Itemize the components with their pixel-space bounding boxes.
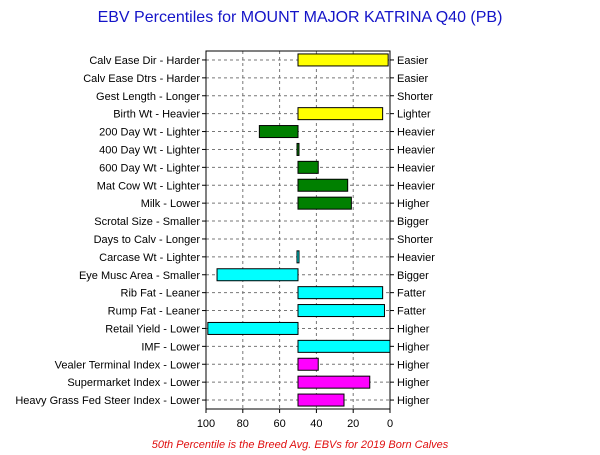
x-tick-label: 100: [197, 418, 215, 430]
trait-direction-label: Heavier: [397, 144, 435, 156]
trait-direction-label: Fatter: [397, 288, 426, 300]
trait-bar: [297, 375, 371, 389]
trait-label: 200 Day Wt - Lighter: [99, 127, 200, 139]
right-direction-labels: Easier Easier Shorter Lighter Heavier Heavier…: [390, 55, 435, 407]
trait-direction-label: Lighter: [397, 109, 431, 121]
trait-direction-label: Higher: [397, 198, 430, 210]
trait-label: IMF - Lower: [141, 341, 200, 353]
trait-direction-label: Heavier: [397, 162, 435, 174]
x-tick-label: 60: [273, 418, 285, 430]
trait-bar: [297, 107, 384, 121]
x-tick-label: 80: [237, 418, 249, 430]
x-tick-label: 40: [310, 418, 322, 430]
trait-label: Rib Fat - Leaner: [121, 288, 201, 300]
trait-direction-label: Bigger: [397, 216, 429, 228]
trait-label: Birth Wt - Heavier: [113, 109, 200, 121]
trait-direction-label: Heavier: [397, 127, 435, 139]
trait-direction-label: Higher: [397, 359, 430, 371]
trait-bar: [258, 125, 299, 139]
trait-bar: [297, 286, 384, 300]
trait-label: Scrotal Size - Smaller: [94, 216, 200, 228]
plot-frame: [205, 50, 391, 410]
trait-bar: [297, 304, 385, 318]
trait-label: Retail Yield - Lower: [105, 323, 200, 335]
grid-lines: [205, 51, 391, 409]
trait-label: Gest Length - Longer: [96, 91, 200, 103]
trait-label: Milk - Lower: [141, 198, 201, 210]
trait-label: Heavy Grass Fed Steer Index - Lower: [15, 395, 200, 407]
trait-label: 400 Day Wt - Lighter: [99, 144, 200, 156]
bars: [207, 53, 391, 407]
trait-label: Supermarket Index - Lower: [67, 377, 200, 389]
trait-label: Eye Musc Area - Smaller: [79, 270, 200, 282]
trait-bar: [207, 321, 299, 335]
trait-label: Carcase Wt - Lighter: [99, 252, 200, 264]
trait-direction-label: Higher: [397, 377, 430, 389]
left-trait-labels: Calv Ease Dir - Harder Calv Ease Dtrs - H…: [15, 55, 206, 407]
trait-bar: [297, 357, 319, 371]
trait-direction-label: Easier: [397, 73, 429, 85]
x-tick-label: 20: [347, 418, 359, 430]
trait-bar: [297, 339, 391, 353]
trait-direction-label: Heavier: [397, 252, 435, 264]
trait-direction-label: Shorter: [397, 91, 433, 103]
trait-bar: [297, 160, 319, 174]
trait-label: Mat Cow Wt - Lighter: [97, 180, 201, 192]
trait-label: Days to Calv - Longer: [94, 234, 201, 246]
trait-bar: [297, 196, 352, 210]
trait-bar: [296, 250, 300, 264]
trait-bar: [216, 268, 299, 282]
trait-label: Calv Ease Dir - Harder: [89, 55, 200, 67]
trait-bar: [297, 393, 345, 407]
x-axis-ticks: 100 80 60 40 20 0: [197, 409, 393, 430]
trait-direction-label: Higher: [397, 341, 430, 353]
trait-direction-label: Shorter: [397, 234, 433, 246]
chart-title: EBV Percentiles for MOUNT MAJOR KATRINA …: [98, 9, 503, 26]
trait-direction-label: Higher: [397, 323, 430, 335]
trait-direction-label: Fatter: [397, 306, 426, 318]
trait-bar: [296, 142, 300, 156]
trait-direction-label: Bigger: [397, 270, 429, 282]
trait-label: Calv Ease Dtrs - Harder: [83, 73, 200, 85]
chart-footnote: 50th Percentile is the Breed Avg. EBVs f…: [152, 439, 449, 451]
trait-bar: [297, 53, 389, 67]
trait-direction-label: Higher: [397, 395, 430, 407]
trait-label: 600 Day Wt - Lighter: [99, 162, 200, 174]
trait-label: Rump Fat - Leaner: [108, 306, 201, 318]
trait-direction-label: Easier: [397, 55, 429, 67]
trait-label: Vealer Terminal Index - Lower: [55, 359, 201, 371]
trait-bar: [297, 178, 349, 192]
trait-direction-label: Heavier: [397, 180, 435, 192]
x-tick-label: 0: [387, 418, 393, 430]
